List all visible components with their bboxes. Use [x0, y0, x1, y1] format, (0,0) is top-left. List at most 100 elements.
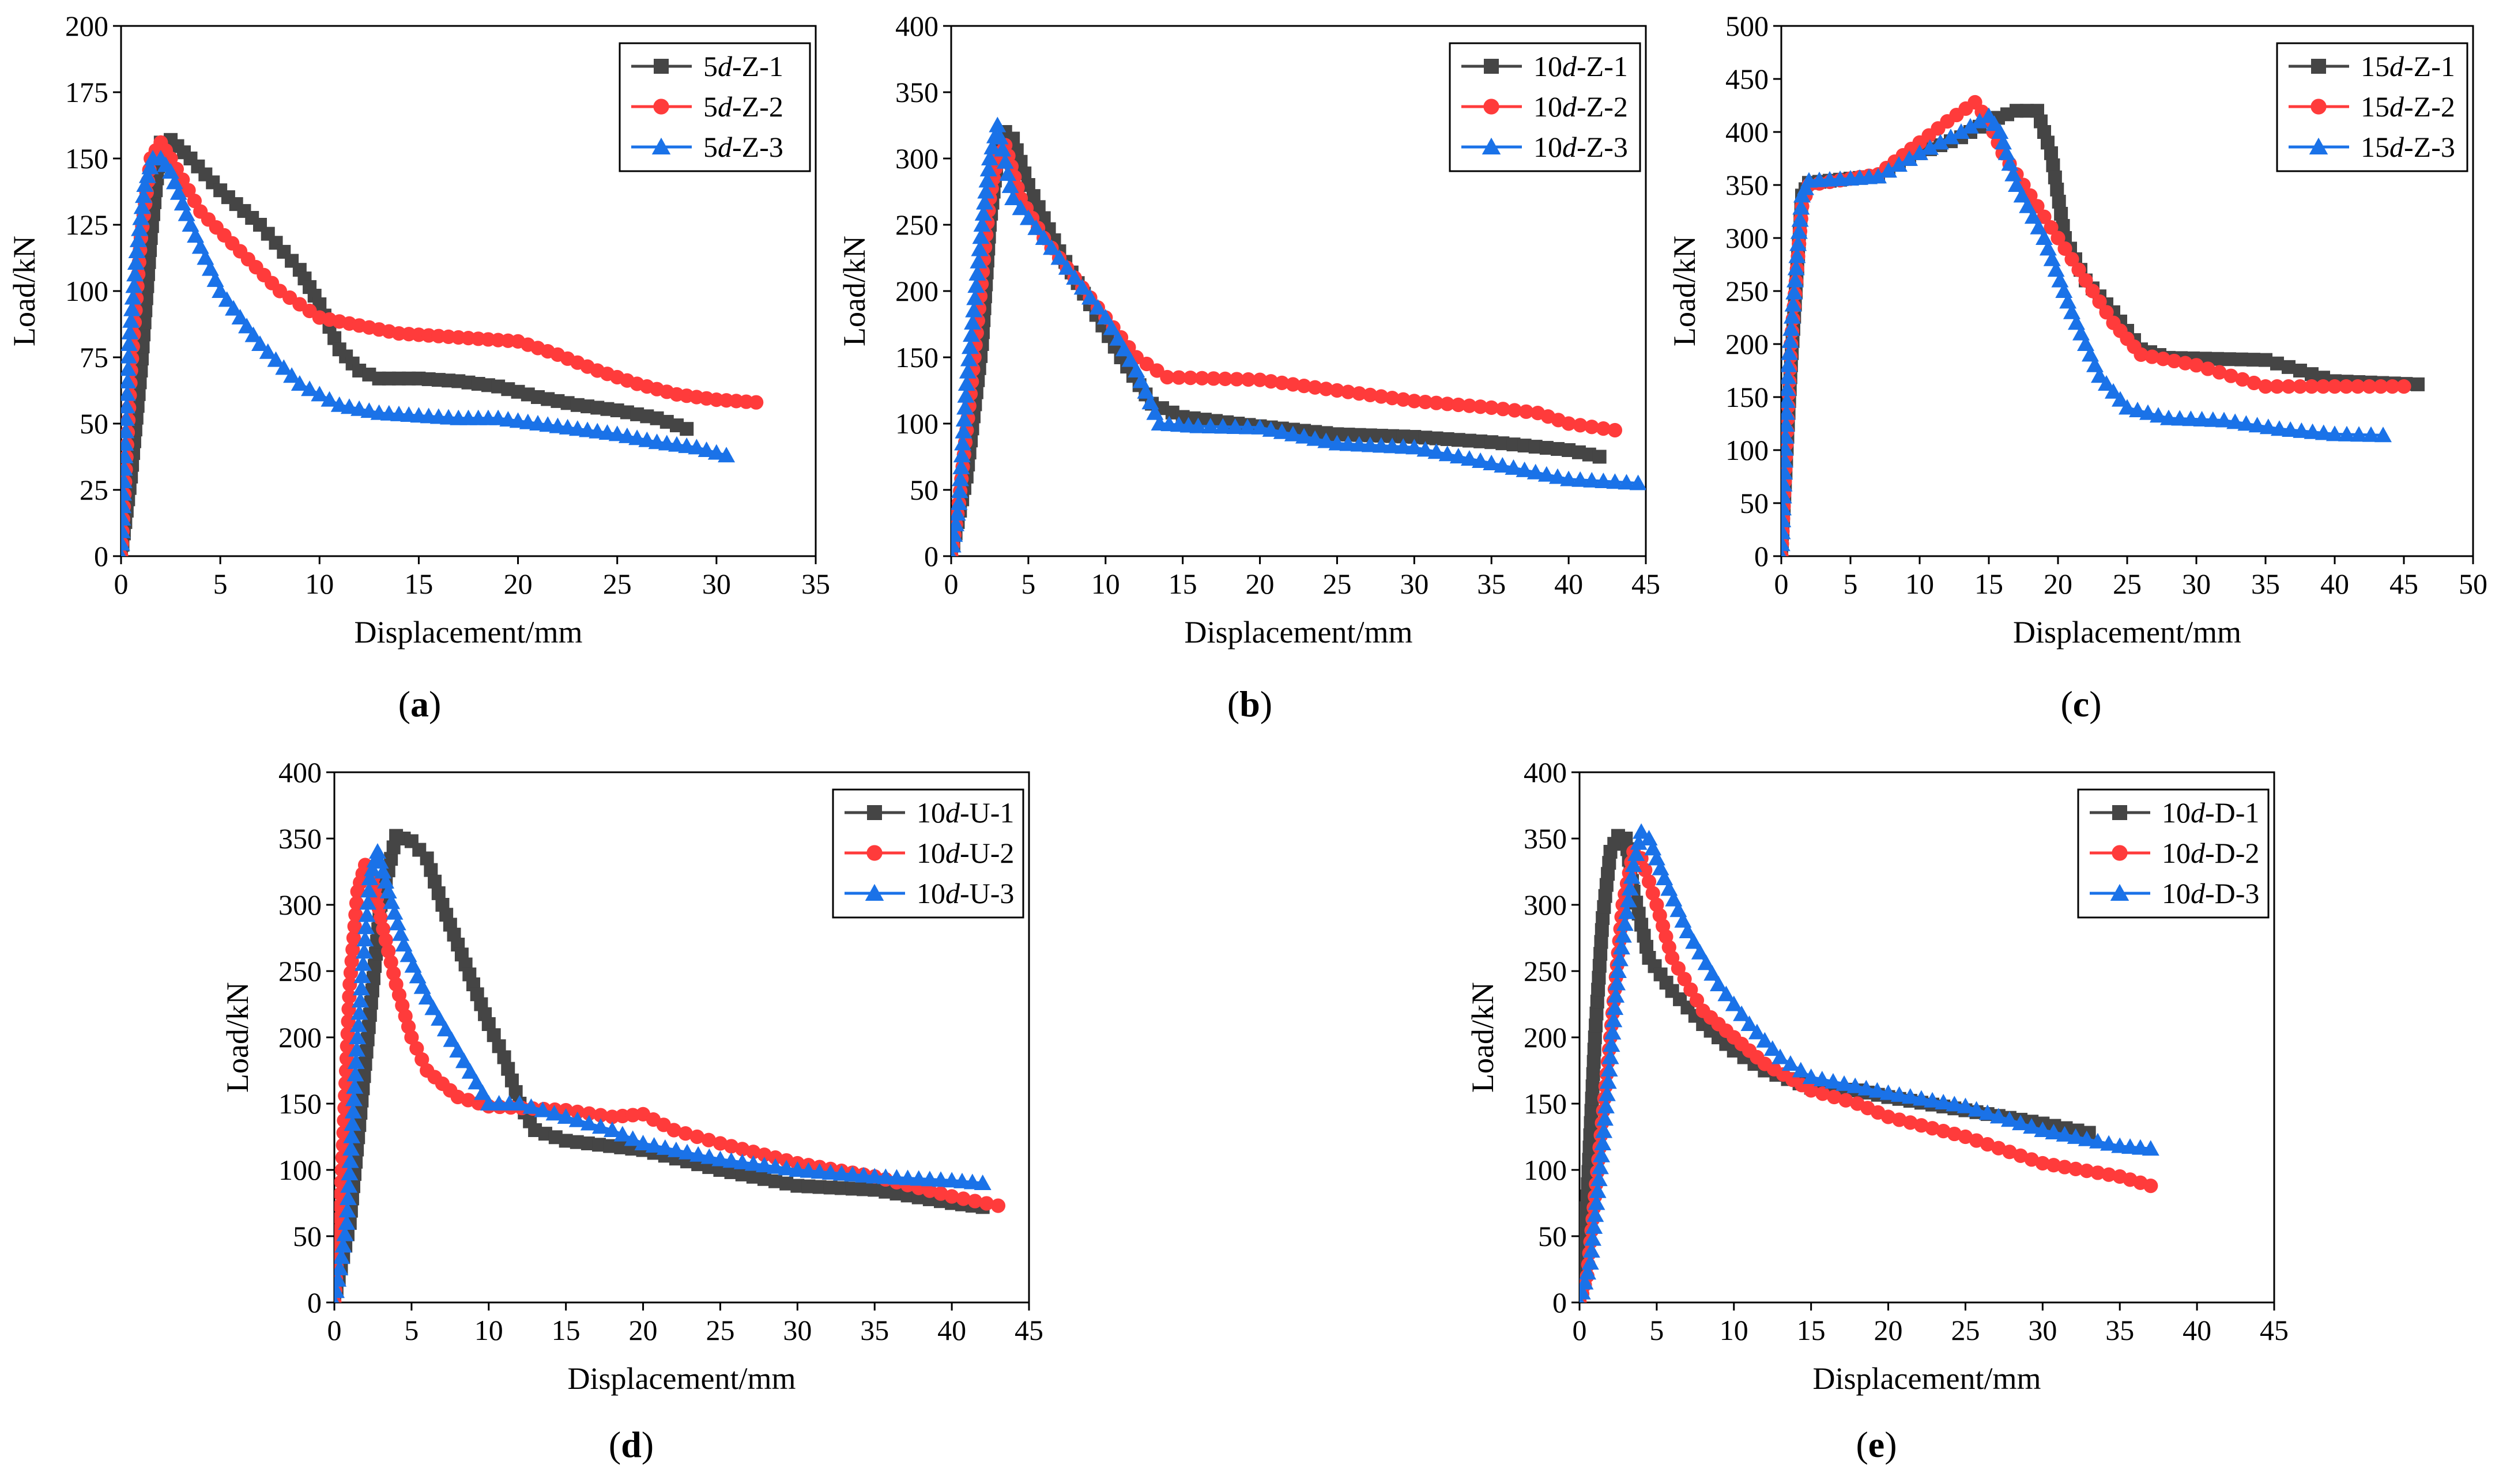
data-point — [2134, 347, 2149, 362]
data-point — [121, 497, 132, 513]
data-point — [1214, 418, 1232, 434]
x-tick-label: 35 — [2105, 1314, 2134, 1346]
series-a-2 — [121, 135, 764, 556]
data-point — [1914, 1118, 1929, 1133]
data-point — [2281, 379, 2296, 394]
x-tick-label: 15 — [1169, 568, 1197, 600]
data-point — [1089, 299, 1107, 315]
data-point — [1262, 421, 1280, 437]
data-point — [2247, 375, 2261, 391]
data-point — [1781, 368, 1797, 384]
x-tick-label: 10 — [1905, 568, 1934, 600]
data-point — [974, 1175, 992, 1190]
data-point — [591, 1118, 609, 1134]
data-point — [251, 335, 269, 351]
data-point — [2044, 220, 2059, 235]
data-point — [1595, 473, 1612, 489]
data-point — [899, 1169, 917, 1185]
data-point — [952, 470, 970, 486]
series-d-2 — [334, 858, 1006, 1302]
legend-marker — [2311, 59, 2326, 74]
x-tick-label: 50 — [2459, 568, 2487, 600]
data-point — [461, 1063, 479, 1079]
data-point — [656, 1139, 674, 1155]
data-point — [746, 1145, 761, 1160]
data-point — [283, 367, 301, 383]
data-point — [1991, 123, 2009, 139]
data-point — [1472, 452, 1490, 469]
data-point — [1593, 947, 1608, 961]
data-point — [1584, 420, 1599, 435]
data-point — [121, 323, 139, 339]
y-tick-label: 500 — [1725, 10, 1769, 42]
data-point — [1518, 404, 1534, 419]
x-axis-label: Displacement/mm — [1185, 615, 1413, 650]
data-point — [2396, 379, 2411, 394]
data-point — [2200, 361, 2215, 376]
y-tick-label: 100 — [895, 407, 938, 440]
x-tick-label: 25 — [2113, 568, 2142, 600]
data-point — [1073, 279, 1091, 295]
data-point — [965, 301, 983, 318]
data-point — [2085, 284, 2100, 299]
data-point — [1671, 961, 1686, 976]
data-point — [977, 183, 995, 199]
data-point — [133, 198, 151, 214]
data-point — [733, 1153, 751, 1169]
data-point — [392, 925, 410, 941]
data-point — [2259, 418, 2277, 435]
data-point — [344, 954, 359, 969]
legend-marker — [2310, 99, 2327, 115]
data-point — [2160, 409, 2177, 425]
data-point — [2212, 365, 2227, 380]
x-tick-label: 0 — [114, 568, 129, 600]
data-point — [1787, 259, 1805, 275]
data-point — [1756, 1032, 1774, 1048]
data-point — [999, 165, 1017, 181]
legend-marker — [2110, 883, 2129, 901]
data-point — [338, 1214, 356, 1230]
data-point — [1958, 1129, 1973, 1145]
data-point — [1781, 1055, 1799, 1071]
legend-marker — [654, 59, 669, 74]
y-tick-label: 50 — [293, 1220, 322, 1252]
data-point — [1792, 199, 1810, 215]
data-point — [1763, 1040, 1781, 1056]
data-point — [1241, 372, 1256, 387]
data-point — [2000, 1111, 2018, 1127]
data-point — [1621, 879, 1639, 896]
data-point — [700, 1148, 718, 1164]
data-point — [353, 967, 371, 983]
y-tick-label: 100 — [65, 275, 108, 307]
data-point — [821, 1164, 839, 1180]
data-point — [2004, 165, 2022, 182]
data-point — [350, 400, 368, 416]
data-point — [1592, 971, 1606, 985]
legend: 10d-D-1 10d-D-2 10d-D-3 — [2077, 788, 2270, 919]
data-point — [2171, 410, 2189, 426]
x-tick-label: 0 — [327, 1314, 342, 1346]
legend-label: 10d-U-3 — [917, 877, 1014, 909]
data-point — [1781, 392, 1796, 408]
data-point — [1781, 440, 1794, 456]
data-point — [2052, 194, 2066, 209]
legend-label: 10d-U-1 — [917, 796, 1014, 829]
data-point — [1781, 523, 1791, 539]
data-point — [608, 425, 626, 441]
data-point — [238, 318, 256, 334]
data-point — [568, 1111, 586, 1127]
data-point — [1785, 284, 1803, 300]
data-point — [678, 1126, 693, 1141]
data-point — [855, 1166, 873, 1183]
data-point — [1440, 397, 1455, 411]
data-point — [1921, 139, 1939, 155]
data-point — [132, 209, 150, 225]
y-tick-label: 100 — [1725, 434, 1769, 466]
data-point — [1677, 972, 1692, 987]
legend-label: 10d-D-1 — [2162, 796, 2259, 829]
data-point — [1495, 402, 1510, 417]
data-point — [468, 1074, 485, 1090]
data-point — [197, 249, 214, 265]
data-point — [1781, 500, 1792, 516]
data-point — [2350, 379, 2365, 394]
